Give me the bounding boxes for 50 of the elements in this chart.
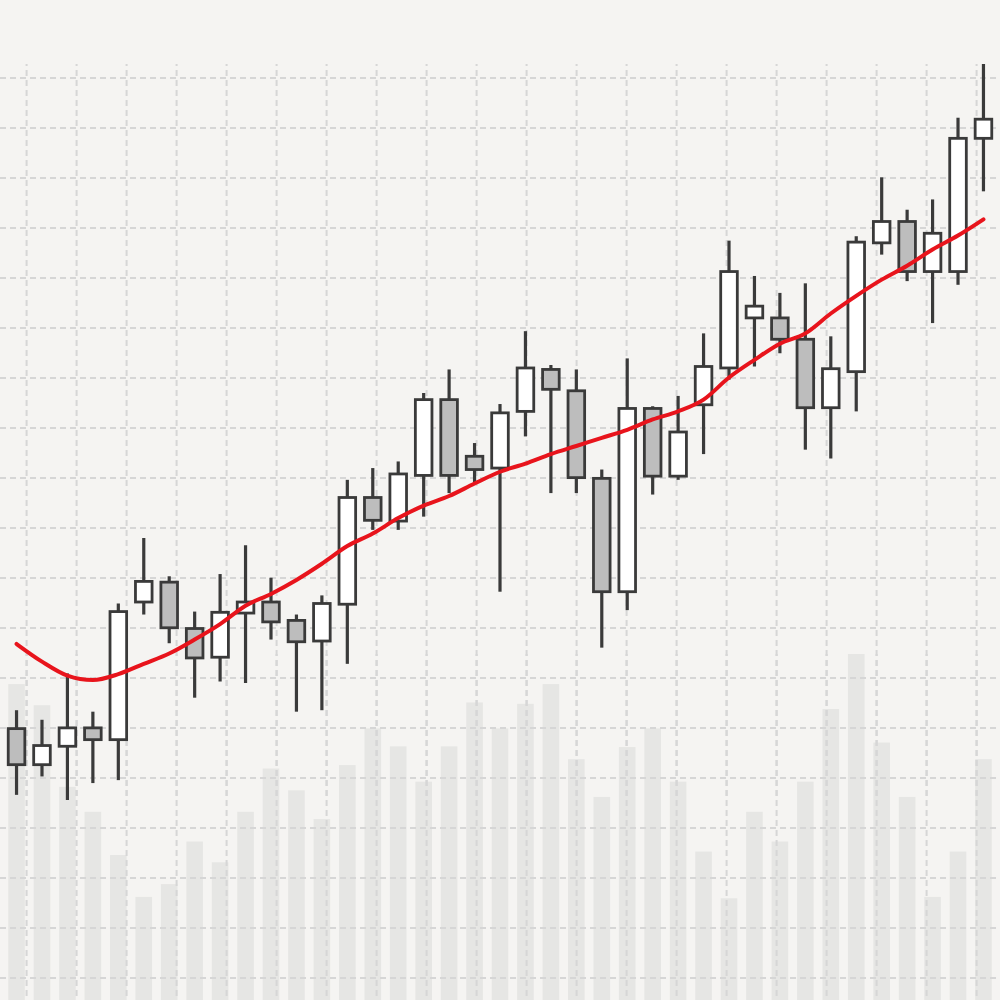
candlestick [159,574,179,645]
bar [59,786,76,1000]
candlestick [541,363,561,495]
bar [110,855,127,1000]
bar [339,765,356,1000]
bar [440,746,458,1000]
candlestick [973,62,994,193]
candlestick [464,441,485,485]
bar [288,790,305,1000]
candlestick [210,572,230,684]
bar [491,728,509,1000]
bar [949,851,967,1000]
bar [898,796,916,1000]
bar [186,841,203,1000]
bar [593,796,611,1000]
candlestick [261,576,281,642]
bar [135,896,153,1000]
bar [975,759,992,1000]
bar [84,811,102,1000]
bar [415,781,432,1000]
bar [924,896,941,1000]
bar [568,759,585,1000]
bar [364,728,382,1000]
candlestick [821,334,841,461]
candlestick [83,710,103,785]
candlestick [134,536,154,617]
bar [847,654,865,1000]
candlestick [32,718,52,779]
bar [160,884,178,1000]
bar [389,746,407,1000]
bar [873,742,890,1000]
candlestick [770,291,790,355]
candlestick [363,466,383,532]
candlestick [744,274,765,369]
bar [542,684,560,1000]
bar [618,747,636,1000]
bar [822,709,840,1000]
bar [746,811,763,1000]
candlestick [286,612,307,714]
candlestick [312,593,332,712]
candlestick [6,708,27,797]
bar [695,851,712,1000]
bar [644,728,661,1000]
candlestick [515,329,536,439]
bar [466,702,483,1000]
bar [237,811,254,1000]
candlestick [871,175,892,257]
bar [517,703,534,1000]
bar [797,781,814,1000]
candlestick [668,394,688,482]
